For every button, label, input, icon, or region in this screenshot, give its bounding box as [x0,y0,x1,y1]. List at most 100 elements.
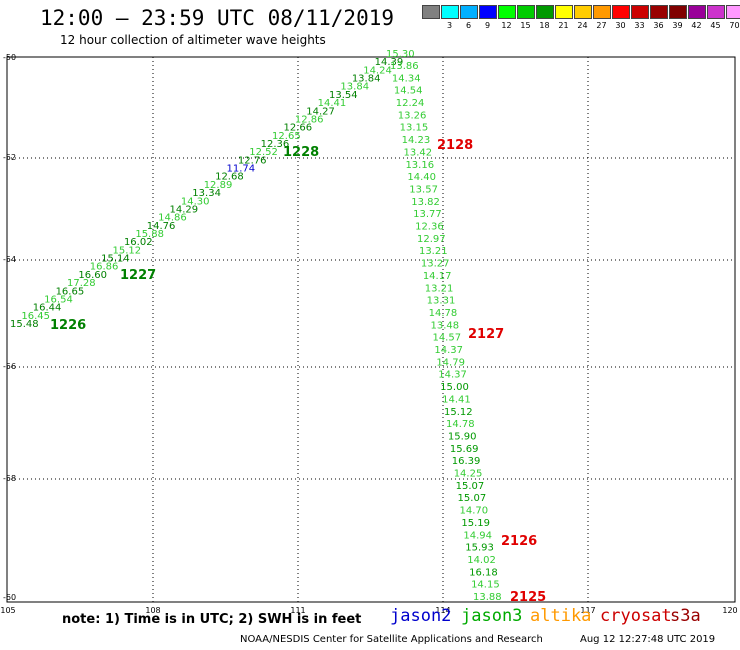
lat-tick-label: -60 [3,593,16,602]
satellite-jason2: jason2 [390,606,452,626]
legend-swatch-color [649,5,668,19]
track-value-label: 13.34 [192,188,221,199]
track-value-label: 14.17 [423,271,452,282]
legend-swatch-color [725,5,740,19]
track-value-label: 15.07 [458,493,487,504]
track-value-label: 13.21 [425,283,454,294]
track-value-label: 15.30 [386,49,415,60]
lon-tick-label: 114 [435,606,450,615]
track-value-label: 12.65 [272,131,301,142]
track-value-label: 14.37 [434,345,463,356]
legend-swatch-color [516,5,535,19]
legend-swatch: 6 [459,5,478,30]
track-value-label: 14.15 [471,580,500,591]
legend-swatch: 24 [573,5,592,30]
track-value-label: 13.84 [352,74,381,85]
lat-tick-label: -54 [3,255,16,264]
track-value-label: 14.23 [402,135,431,146]
legend-swatch-label: 15 [520,21,531,30]
track-value-label: 13.82 [411,197,440,208]
track-time-label: 1228 [283,145,319,160]
legend-swatch: 27 [592,5,611,30]
track-value-label: 15.93 [465,543,494,554]
track-value-label: 15.48 [10,319,39,330]
legend-swatch-label: 33 [634,21,645,30]
track-value-label: 12.36 [415,222,444,233]
track-value-label: 13.88 [473,592,502,603]
legend-swatch-color [611,5,630,19]
track-value-label: 13.84 [340,82,369,93]
legend-swatch: 36 [649,5,668,30]
legend-swatch-label: 39 [672,21,683,30]
legend-swatch-color [421,5,440,19]
legend-swatch-color [478,5,497,19]
track-value-label: 14.78 [446,419,475,430]
track-time-label: 1226 [50,318,86,333]
legend-swatch: 9 [478,5,497,30]
track-time-label: 1227 [120,268,156,283]
track-value-label: 12.97 [417,234,446,245]
legend-swatch-color [573,5,592,19]
track-value-label: 16.65 [56,286,85,297]
legend-swatch-color [630,5,649,19]
track-value-label: 14.40 [407,172,436,183]
track-value-label: 14.78 [429,308,458,319]
track-value-label: 15.19 [461,518,490,529]
legend-swatch-label: 27 [596,21,607,30]
track-value-label: 14.70 [459,506,488,517]
legend-swatch-label: 70 [729,21,740,30]
track-time-label: 2128 [437,138,473,153]
track-value-label: 15.69 [450,444,479,455]
track-value-label: 12.86 [295,114,324,125]
track-value-label: 15.88 [135,229,164,240]
track-value-label: 13.31 [427,296,456,307]
legend-swatch: 18 [535,5,554,30]
track-value-label: 14.39 [375,57,404,68]
legend-swatch-label: 9 [484,21,491,30]
satellite-s3a: s3a [670,606,701,626]
legend-swatch: 21 [554,5,573,30]
track-value-label: 12.24 [396,98,425,109]
track-value-label: 16.02 [124,237,153,248]
legend-swatch-color [535,5,554,19]
legend-swatch-label: 24 [577,21,588,30]
track-value-label: 16.86 [90,262,119,273]
track-value-label: 16.18 [469,567,498,578]
track-value-label: 15.00 [440,382,469,393]
lon-tick-label: 111 [290,606,305,615]
track-value-label: 15.07 [456,481,485,492]
legend-swatch [421,5,440,30]
track-value-label: 16.39 [452,456,481,467]
track-value-label: 14.94 [463,530,492,541]
legend-swatch-color [592,5,611,19]
legend-swatch-color [440,5,459,19]
satellite-cryosat: cryosat [600,606,672,626]
footer-note: note: 1) Time is in UTC; 2) SWH is in fe… [62,612,362,627]
track-value-label: 14.76 [147,221,176,232]
track-value-label: 13.21 [419,246,448,257]
track-value-label: 14.86 [158,213,187,224]
track-value-label: 14.34 [392,73,421,84]
map-frame [6,56,736,603]
legend-swatch: 39 [668,5,687,30]
legend-swatch: 12 [497,5,516,30]
legend-swatch: 30 [611,5,630,30]
track-value-label: 13.48 [431,320,460,331]
lat-tick-label: -58 [3,474,16,483]
lat-tick-label: -56 [3,362,16,371]
legend-swatch-color [459,5,478,19]
track-value-label: 13.42 [404,147,433,158]
track-value-label: 12.66 [283,123,312,134]
track-value-label: 14.79 [436,357,465,368]
track-value-label: 14.57 [432,333,461,344]
legend-swatch-label: 3 [446,21,453,30]
lon-tick-label: 105 [0,606,15,615]
satellite-altika: altika [530,606,592,626]
track-value-label: 16.45 [21,311,50,322]
page-subtitle: 12 hour collection of altimeter wave hei… [60,33,326,47]
track-value-label: 14.37 [438,370,467,381]
track-value-label: 13.26 [398,110,427,121]
lat-tick-label: -50 [3,53,16,62]
